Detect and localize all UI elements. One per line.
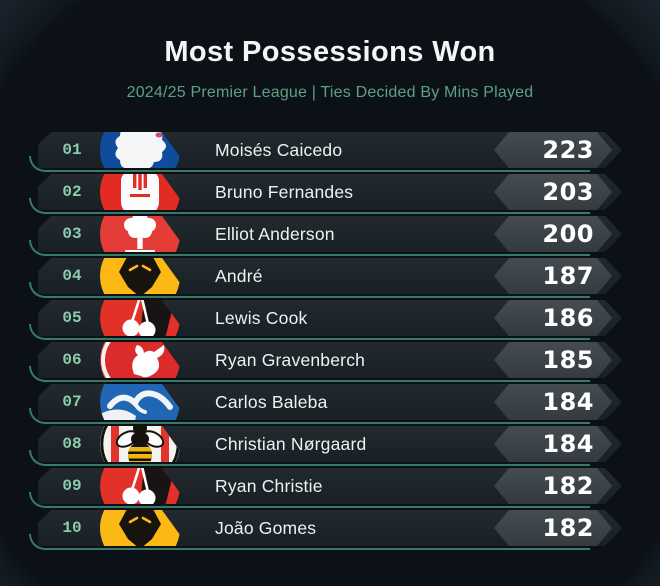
player-name: Bruno Fernandes xyxy=(215,182,354,202)
page-title: Most Possessions Won xyxy=(164,36,496,68)
manchester-united-badge-icon xyxy=(100,174,180,210)
rank-label: 01 xyxy=(62,141,82,159)
value-panel: 182 xyxy=(494,510,612,546)
page-subtitle: 2024/25 Premier League | Ties Decided By… xyxy=(126,84,534,101)
rank-label: 06 xyxy=(62,351,82,369)
value-panel: 184 xyxy=(494,384,612,420)
club-badge xyxy=(100,510,188,546)
table-row: 02 Bruno Fernandes 203 xyxy=(29,174,622,214)
value-panel: 187 xyxy=(494,258,612,294)
value-label: 223 xyxy=(542,136,594,164)
club-badge xyxy=(100,342,188,378)
value-panel: 182 xyxy=(494,468,612,504)
table-row: 06 Ryan Gravenberch 185 xyxy=(29,342,622,382)
value-panel: 185 xyxy=(494,342,612,378)
player-name: Ryan Christie xyxy=(215,476,323,496)
player-name: Elliot Anderson xyxy=(215,224,335,244)
bournemouth-badge-icon xyxy=(100,300,180,336)
chelsea-badge-icon xyxy=(100,132,180,168)
player-name: João Gomes xyxy=(215,518,317,538)
table-row: 04 André 187 xyxy=(29,258,622,298)
club-badge xyxy=(100,384,188,420)
table-row: 03 Elliot Anderson 200 xyxy=(29,216,622,256)
value-panel: 203 xyxy=(494,174,612,210)
club-badge xyxy=(100,132,188,168)
bournemouth-badge-icon xyxy=(100,468,180,504)
rank-label: 07 xyxy=(62,393,82,411)
table-row: 09 Ryan Christie 182 xyxy=(29,468,622,508)
club-badge xyxy=(100,258,188,294)
table-row: 08 xyxy=(29,426,622,466)
club-badge xyxy=(100,468,188,504)
wolves-badge-icon xyxy=(100,258,180,294)
value-label: 186 xyxy=(542,304,594,332)
club-badge xyxy=(100,300,188,336)
value-panel: 186 xyxy=(494,300,612,336)
ranking-list: 01 Moisés Caicedo 223 02 xyxy=(29,132,622,550)
nottingham-forest-badge-icon xyxy=(100,216,180,252)
rank-label: 02 xyxy=(62,183,82,201)
value-label: 203 xyxy=(542,178,594,206)
table-row: 05 Lewis Cook 186 xyxy=(29,300,622,340)
player-name: Carlos Baleba xyxy=(215,392,328,412)
club-badge xyxy=(100,216,188,252)
value-label: 187 xyxy=(542,262,594,290)
brighton-badge-icon xyxy=(100,384,180,420)
player-name: André xyxy=(215,266,263,286)
value-label: 185 xyxy=(542,346,594,374)
rank-label: 09 xyxy=(62,477,82,495)
value-panel: 184 xyxy=(494,426,612,462)
table-row: 01 Moisés Caicedo 223 xyxy=(29,132,622,172)
player-name: Moisés Caicedo xyxy=(215,140,343,160)
club-badge xyxy=(100,174,188,210)
table-row: 07 Carlos Baleba 184 xyxy=(29,384,622,424)
wolves-badge-icon xyxy=(100,510,180,546)
value-label: 184 xyxy=(542,430,594,458)
value-panel: 200 xyxy=(494,216,612,252)
table-row: 10 João Gomes 182 xyxy=(29,510,622,550)
player-name: Ryan Gravenberch xyxy=(215,350,366,370)
liverpool-badge-icon xyxy=(100,342,180,378)
value-label: 200 xyxy=(542,220,594,248)
value-panel: 223 xyxy=(494,132,612,168)
player-name: Lewis Cook xyxy=(215,308,308,328)
value-label: 184 xyxy=(542,388,594,416)
rank-label: 05 xyxy=(62,309,82,327)
value-label: 182 xyxy=(542,514,594,542)
rank-label: 04 xyxy=(62,267,82,285)
player-name: Christian Nørgaard xyxy=(215,434,367,454)
rank-label: 08 xyxy=(62,435,82,453)
value-label: 182 xyxy=(542,472,594,500)
rank-label: 03 xyxy=(62,225,82,243)
rank-label: 10 xyxy=(62,519,82,537)
